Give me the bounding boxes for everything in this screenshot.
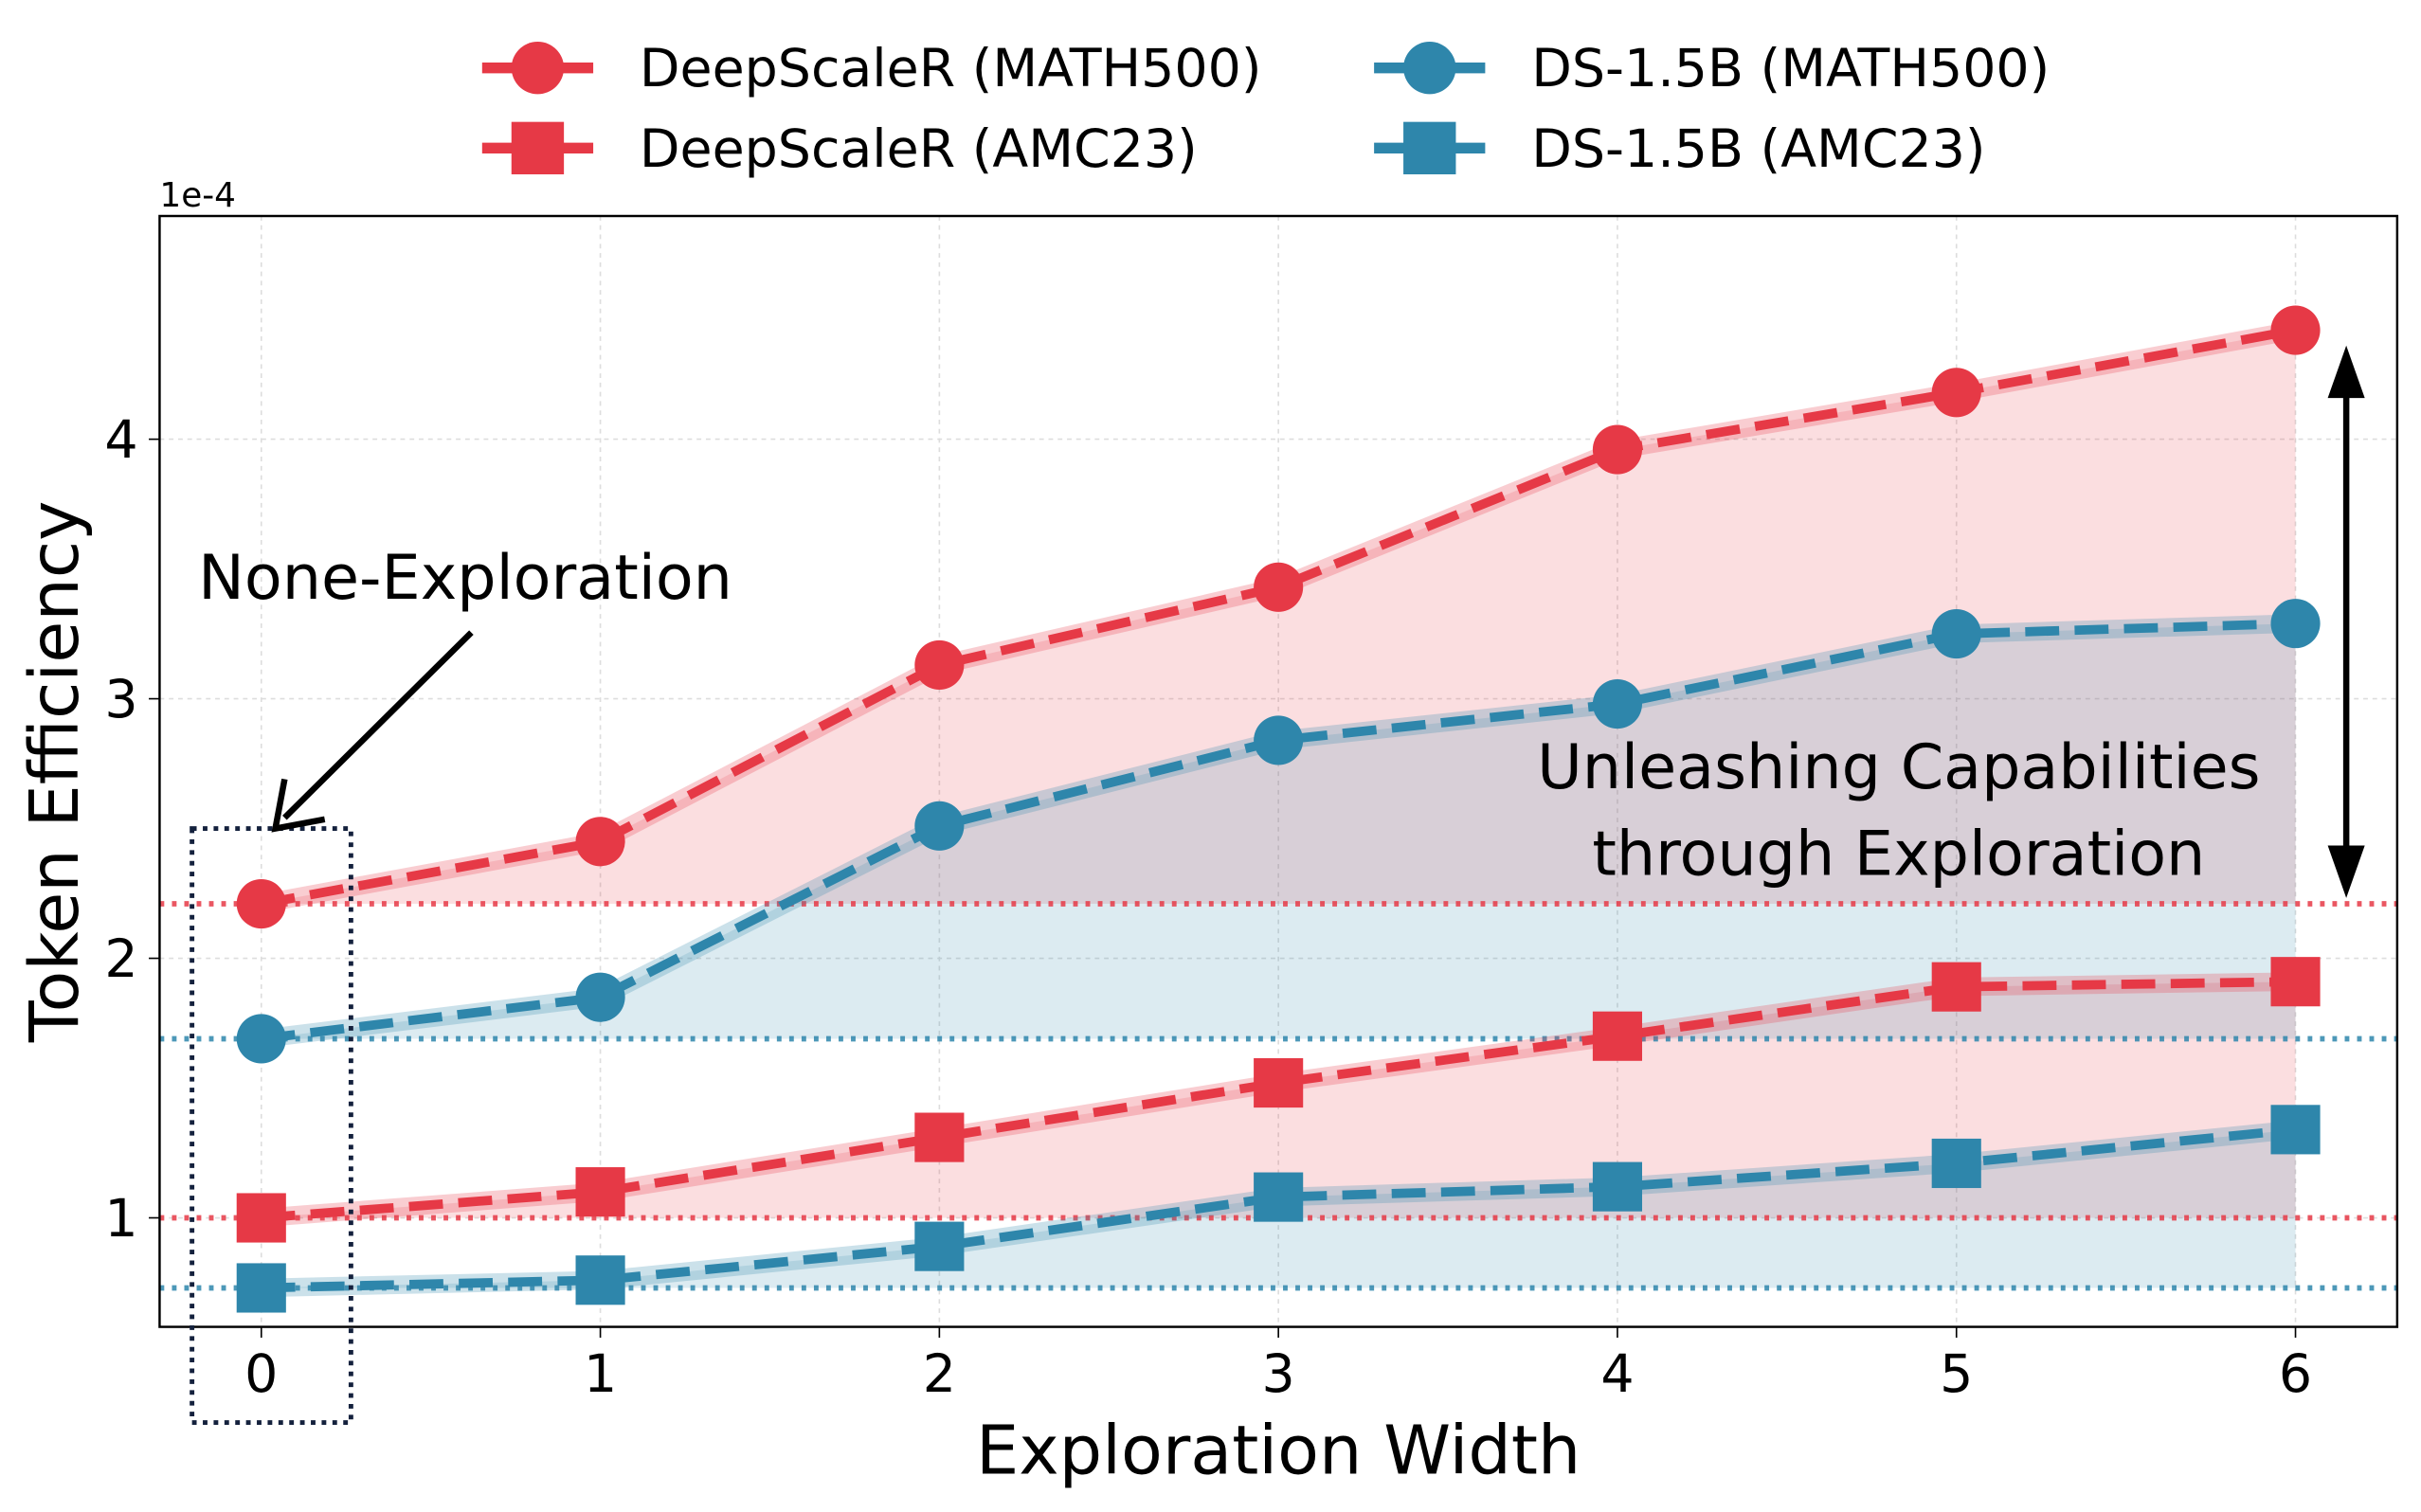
data-point xyxy=(2270,305,2321,355)
y-offset-label: 1e-4 xyxy=(159,176,236,215)
y-tick-label: 2 xyxy=(104,929,137,990)
data-point xyxy=(914,1112,965,1162)
data-point xyxy=(1592,1161,1643,1212)
y-tick-label: 4 xyxy=(104,410,137,471)
x-axis-label: Exploration Width xyxy=(976,1410,1581,1489)
data-point xyxy=(1254,715,1304,765)
legend-label: DS-1.5B (MATH500) xyxy=(1531,39,2050,99)
x-tick-label: 1 xyxy=(584,1344,617,1405)
x-tick-label: 3 xyxy=(1262,1344,1295,1405)
x-tick-label: 5 xyxy=(1940,1344,1973,1405)
arrow-icon xyxy=(271,630,474,833)
data-point xyxy=(575,1255,625,1305)
x-tick-label: 6 xyxy=(2279,1344,2312,1405)
data-point xyxy=(2270,1105,2321,1155)
legend: DeepScaleR (MATH500) DeepScaleR (AMC23) DS… xyxy=(481,39,2050,180)
data-point xyxy=(1592,1011,1643,1061)
unleashing-label-line1: Unleashing Capabilities xyxy=(1537,732,2261,803)
y-ticks: 1 2 3 4 xyxy=(104,410,160,1250)
data-point xyxy=(575,972,625,1022)
series-lines xyxy=(236,305,2321,1313)
legend-label: DeepScaleR (MATH500) xyxy=(640,39,1262,99)
legend-marker-square xyxy=(511,121,565,175)
y-tick-label: 3 xyxy=(104,670,137,730)
data-point xyxy=(914,1221,965,1271)
area-fill xyxy=(261,623,2296,1039)
legend-marker-circle xyxy=(1403,41,1456,95)
data-point xyxy=(914,801,965,851)
legend-label: DS-1.5B (AMC23) xyxy=(1531,119,1985,180)
data-point xyxy=(575,817,625,867)
y-tick-label: 1 xyxy=(104,1189,137,1250)
x-tick-label: 2 xyxy=(923,1344,956,1405)
none-exploration-box xyxy=(190,826,353,1425)
data-point xyxy=(1931,1138,1981,1189)
legend-marker-circle xyxy=(511,41,565,95)
legend-marker-square xyxy=(1403,121,1456,175)
data-point xyxy=(914,639,965,691)
data-point xyxy=(1254,562,1304,612)
data-point xyxy=(575,1167,625,1217)
data-point xyxy=(1592,678,1643,729)
unleashing-label-line2: through Exploration xyxy=(1592,819,2205,890)
data-point xyxy=(236,1014,286,1064)
data-point xyxy=(1931,609,1981,659)
data-point xyxy=(236,878,286,929)
x-tick-label: 0 xyxy=(244,1344,278,1405)
data-point xyxy=(1592,424,1643,475)
x-ticks: 0 1 2 3 4 5 6 xyxy=(244,1326,2312,1405)
data-point xyxy=(2270,957,2321,1007)
y-axis-label: Token Efficiency xyxy=(14,500,94,1043)
data-point xyxy=(1931,962,1981,1012)
data-point xyxy=(1254,1057,1304,1108)
double-arrow-icon xyxy=(2327,345,2365,898)
fills xyxy=(261,330,2296,1288)
x-tick-label: 4 xyxy=(1600,1344,1634,1405)
legend-label: DeepScaleR (AMC23) xyxy=(640,119,1198,180)
none-exploration-label: None-Exploration xyxy=(198,543,732,614)
area-fill xyxy=(261,330,2296,905)
data-point xyxy=(236,1263,286,1313)
data-point xyxy=(2270,599,2321,649)
data-point xyxy=(1254,1172,1304,1222)
data-point xyxy=(1931,368,1981,418)
data-point xyxy=(236,1193,286,1243)
baselines xyxy=(159,901,2397,1291)
